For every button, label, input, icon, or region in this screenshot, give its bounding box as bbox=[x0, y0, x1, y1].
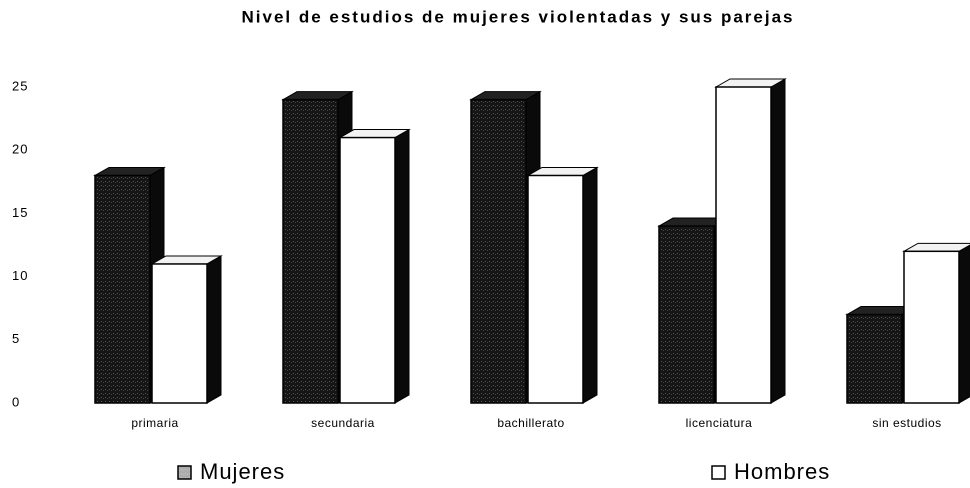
legend-swatch bbox=[177, 465, 192, 480]
y-tick-label: 10 bbox=[12, 268, 28, 283]
bar-front bbox=[470, 98, 527, 404]
legend-swatch bbox=[711, 465, 726, 480]
y-tick-label: 0 bbox=[12, 394, 20, 409]
bar-top bbox=[902, 242, 970, 252]
bar-front bbox=[846, 313, 903, 404]
y-tick-label: 15 bbox=[12, 205, 28, 220]
bar-front bbox=[282, 98, 339, 404]
bar bbox=[714, 78, 787, 404]
x-tick-label: sin estudios bbox=[872, 416, 941, 430]
bar-side bbox=[206, 255, 222, 404]
bar bbox=[469, 90, 542, 404]
legend-label: Hombres bbox=[734, 459, 830, 484]
x-tick-label: bachillerato bbox=[497, 416, 564, 430]
y-tick-label: 20 bbox=[12, 142, 28, 157]
bar bbox=[526, 166, 599, 404]
x-tick-label: licenciatura bbox=[686, 416, 753, 430]
chart-title: Nivel de estudios de mujeres violentadas… bbox=[241, 7, 794, 26]
bar-front bbox=[94, 174, 151, 404]
bar-front bbox=[903, 250, 960, 404]
bar-side bbox=[958, 244, 970, 404]
bar-front bbox=[715, 86, 772, 404]
bar-side bbox=[770, 78, 786, 404]
x-tick-label: primaria bbox=[131, 416, 178, 430]
legend-label: Mujeres bbox=[200, 459, 285, 484]
bar-side bbox=[582, 166, 598, 404]
bar-side bbox=[394, 128, 410, 404]
bar-front bbox=[151, 263, 208, 404]
y-tick-label: 25 bbox=[12, 78, 28, 93]
x-tick-label: secundaria bbox=[311, 416, 375, 430]
bar bbox=[902, 242, 970, 404]
bar bbox=[338, 128, 411, 404]
bar-front bbox=[339, 136, 396, 404]
bar-front bbox=[658, 225, 715, 404]
bar-front bbox=[527, 174, 584, 404]
bar bbox=[150, 255, 223, 404]
y-tick-label: 5 bbox=[12, 331, 20, 346]
